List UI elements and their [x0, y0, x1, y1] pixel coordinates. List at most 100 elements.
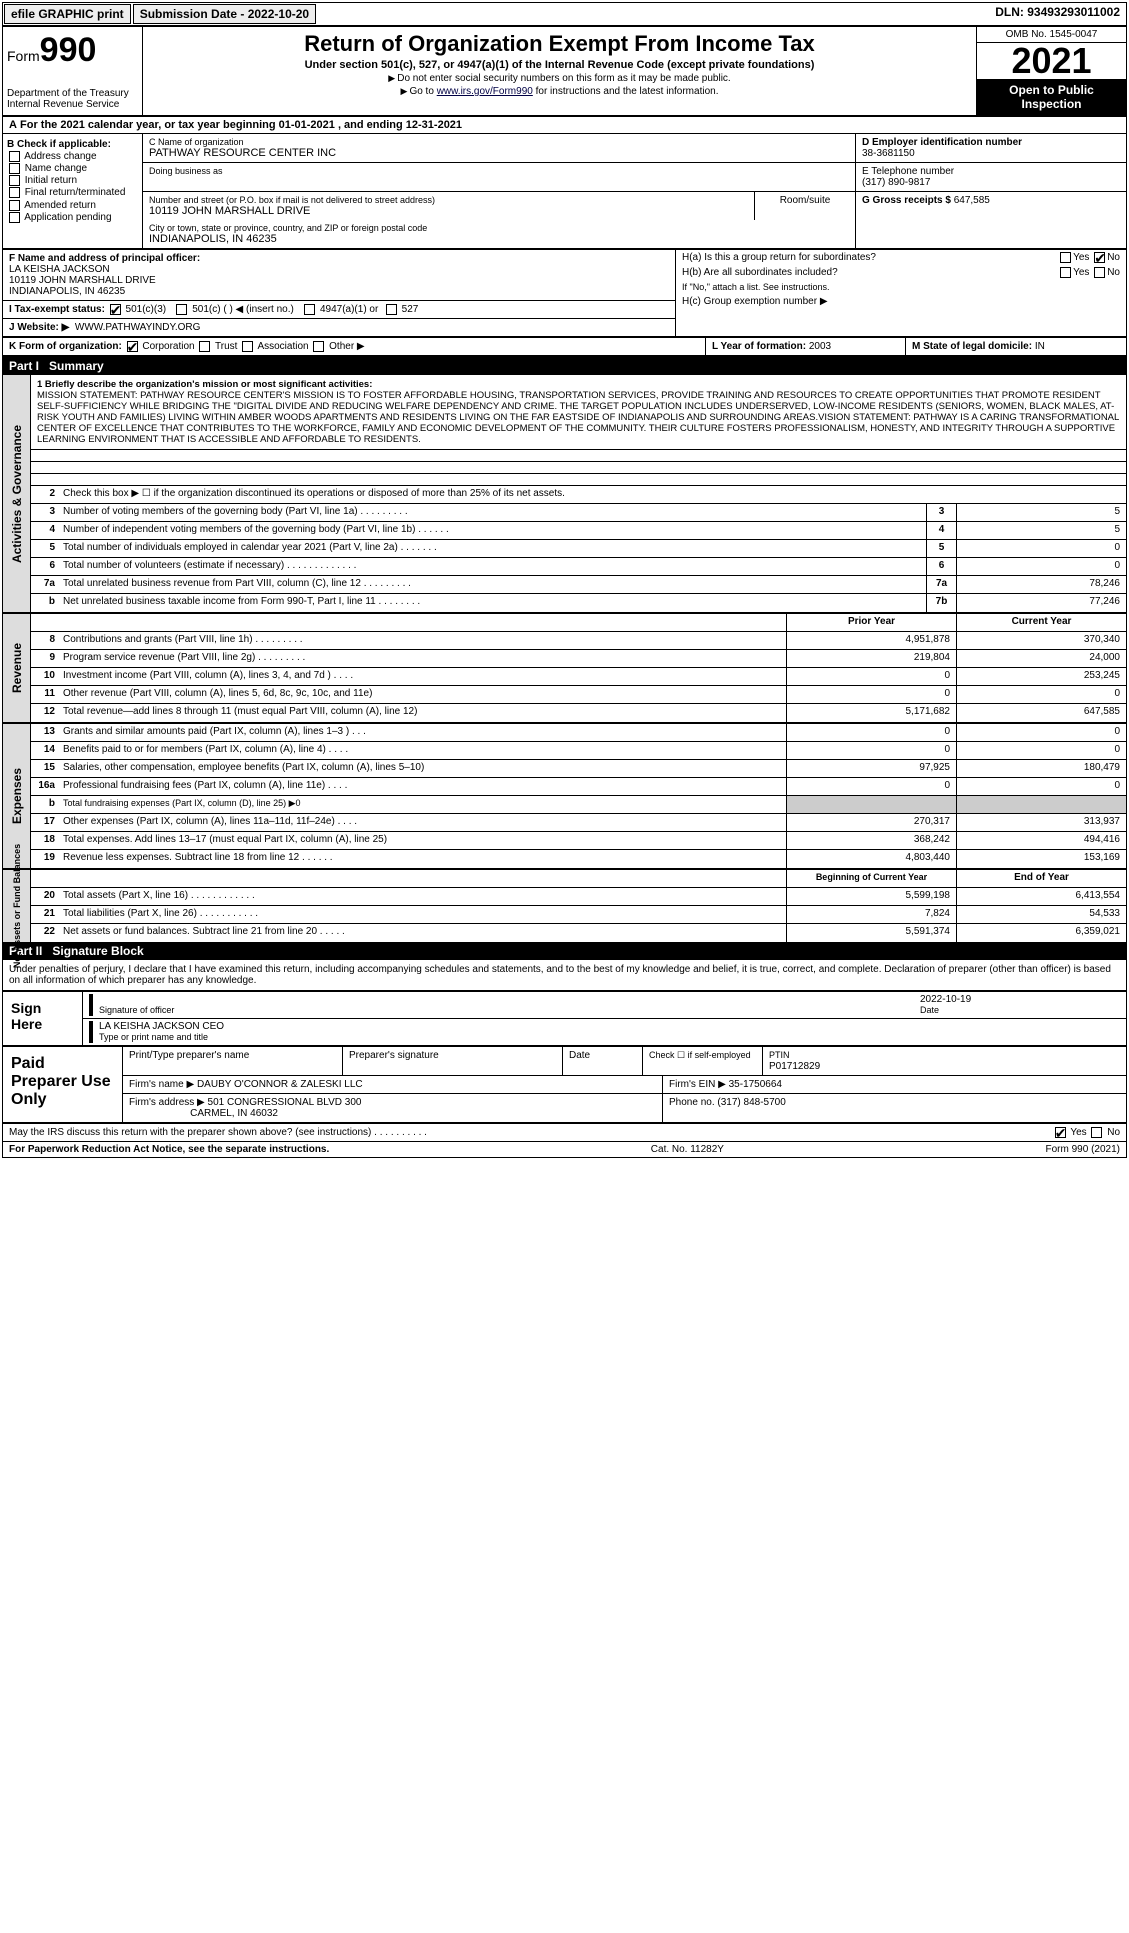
- checkbox-ha-yes[interactable]: [1060, 252, 1071, 263]
- checkbox-discuss-no[interactable]: [1091, 1127, 1102, 1138]
- l19-cy: 153,169: [956, 850, 1126, 868]
- form-header: Form990 Department of the Treasury Inter…: [3, 27, 1126, 117]
- form-ref: Form 990 (2021): [1046, 1144, 1120, 1155]
- checkbox-app-pending[interactable]: [9, 212, 20, 223]
- signature-block: Sign Here Signature of officer2022-10-19…: [3, 990, 1126, 1047]
- l19-py: 4,803,440: [786, 850, 956, 868]
- checkbox-other[interactable]: [313, 341, 324, 352]
- period-text: For the 2021 calendar year, or tax year …: [20, 119, 462, 131]
- prep-label: Paid Preparer Use Only: [3, 1047, 123, 1122]
- checkbox-527[interactable]: [386, 304, 397, 315]
- box-b: B Check if applicable: Address change Na…: [3, 134, 143, 248]
- ag-tab-label: Activities & Governance: [10, 425, 24, 563]
- checkbox-hb-yes[interactable]: [1060, 267, 1071, 278]
- website-value: WWW.PATHWAYINDY.ORG: [75, 322, 201, 333]
- exp-tab-label: Expenses: [10, 768, 24, 824]
- box-f: F Name and address of principal officer:…: [3, 250, 675, 301]
- checkbox-4947[interactable]: [304, 304, 315, 315]
- checkbox-name-change[interactable]: [9, 163, 20, 174]
- l14-py: 0: [786, 742, 956, 759]
- checkbox-hb-no[interactable]: [1094, 267, 1105, 278]
- dept-label: Department of the Treasury Internal Reve…: [7, 88, 138, 110]
- dln-label: DLN: 93493293011002: [989, 3, 1126, 25]
- checkbox-corp[interactable]: [127, 341, 138, 352]
- expenses-section: Expenses 13Grants and similar amounts pa…: [3, 724, 1126, 868]
- checkbox-initial[interactable]: [9, 175, 20, 186]
- line3-val: 5: [956, 504, 1126, 521]
- officer-name: LA KEISHA JACKSON: [9, 264, 110, 275]
- ssn-notice: Do not enter social security numbers on …: [397, 73, 730, 84]
- firm-name: DAUBY O'CONNOR & ZALESKI LLC: [197, 1079, 363, 1090]
- l21-by: 7,824: [786, 906, 956, 923]
- l15-cy: 180,479: [956, 760, 1126, 777]
- activities-governance-section: Activities & Governance 1 Briefly descri…: [3, 375, 1126, 612]
- l8-py: 4,951,878: [786, 632, 956, 649]
- revenue-section: Revenue Prior YearCurrent Year 8Contribu…: [3, 614, 1126, 722]
- checkbox-trust[interactable]: [199, 341, 210, 352]
- checkbox-ha-no[interactable]: [1094, 252, 1105, 263]
- goto-pre: Go to: [409, 86, 436, 97]
- phone-value: (317) 890-9817: [862, 177, 930, 188]
- ein-value: 38-3681150: [862, 148, 915, 159]
- l11-py: 0: [786, 686, 956, 703]
- checkbox-501c[interactable]: [176, 304, 187, 315]
- l18-cy: 494,416: [956, 832, 1126, 849]
- submission-button[interactable]: Submission Date - 2022-10-20: [133, 4, 316, 24]
- l9-py: 219,804: [786, 650, 956, 667]
- form-number-box: Form990 Department of the Treasury Inter…: [3, 27, 143, 115]
- box-j: J Website: ▶ WWW.PATHWAYINDY.ORG: [3, 319, 675, 336]
- line6-val: 0: [956, 558, 1126, 575]
- checkbox-amended[interactable]: [9, 200, 20, 211]
- firm-phone: (317) 848-5700: [717, 1097, 785, 1108]
- discuss-row: May the IRS discuss this return with the…: [3, 1124, 1126, 1142]
- l22-by: 5,591,374: [786, 924, 956, 942]
- firm-addr: 501 CONGRESSIONAL BLVD 300: [208, 1097, 362, 1108]
- tax-year: 2021: [977, 43, 1126, 79]
- l17-py: 270,317: [786, 814, 956, 831]
- l9-cy: 24,000: [956, 650, 1126, 667]
- l10-cy: 253,245: [956, 668, 1126, 685]
- org-city: INDIANAPOLIS, IN 46235: [149, 233, 849, 245]
- year-formation: 2003: [809, 341, 831, 352]
- checkbox-501c3[interactable]: [110, 304, 121, 315]
- entity-block: B Check if applicable: Address change Na…: [3, 134, 1126, 250]
- room-label: Room/suite: [755, 192, 855, 220]
- goto-post: for instructions and the latest informat…: [533, 86, 719, 97]
- irs-link[interactable]: www.irs.gov/Form990: [437, 86, 533, 97]
- line5-val: 0: [956, 540, 1126, 557]
- l17-cy: 313,937: [956, 814, 1126, 831]
- l16a-py: 0: [786, 778, 956, 795]
- netassets-section: Net Assets or Fund Balances Beginning of…: [3, 870, 1126, 942]
- lower-entity-block: F Name and address of principal officer:…: [3, 250, 1126, 338]
- arrow-icon: [388, 73, 397, 84]
- org-address: 10119 JOHN MARSHALL DRIVE: [149, 205, 748, 217]
- sign-date: 2022-10-19: [920, 994, 971, 1005]
- na-tab-label: Net Assets or Fund Balances: [12, 844, 22, 968]
- row-klm: K Form of organization: Corporation Trus…: [3, 338, 1126, 357]
- box-b-label: B Check if applicable:: [7, 139, 111, 150]
- page-footer: For Paperwork Reduction Act Notice, see …: [3, 1142, 1126, 1157]
- year-box: OMB No. 1545-0047 2021 Open to Public In…: [976, 27, 1126, 115]
- l8-cy: 370,340: [956, 632, 1126, 649]
- checkbox-addr-change[interactable]: [9, 151, 20, 162]
- officer-typed-name: LA KEISHA JACKSON CEO: [99, 1021, 224, 1032]
- l18-py: 368,242: [786, 832, 956, 849]
- part2-header: Part II Signature Block: [3, 942, 1126, 960]
- l15-py: 97,925: [786, 760, 956, 777]
- sign-here-label: Sign Here: [3, 992, 83, 1045]
- line7b-val: 77,246: [956, 594, 1126, 612]
- l16a-cy: 0: [956, 778, 1126, 795]
- l20-ey: 6,413,554: [956, 888, 1126, 905]
- pra-notice: For Paperwork Reduction Act Notice, see …: [9, 1144, 329, 1155]
- firm-ein: 35-1750664: [729, 1079, 782, 1090]
- open-public-label: Open to Public Inspection: [977, 79, 1126, 115]
- l21-ey: 54,533: [956, 906, 1126, 923]
- efile-button[interactable]: efile GRAPHIC print: [4, 4, 131, 24]
- line7a-val: 78,246: [956, 576, 1126, 593]
- checkbox-assoc[interactable]: [242, 341, 253, 352]
- gross-receipts: 647,585: [954, 195, 990, 206]
- checkbox-discuss-yes[interactable]: [1055, 1127, 1066, 1138]
- l13-cy: 0: [956, 724, 1126, 741]
- checkbox-final[interactable]: [9, 187, 20, 198]
- penalty-text: Under penalties of perjury, I declare th…: [3, 960, 1126, 990]
